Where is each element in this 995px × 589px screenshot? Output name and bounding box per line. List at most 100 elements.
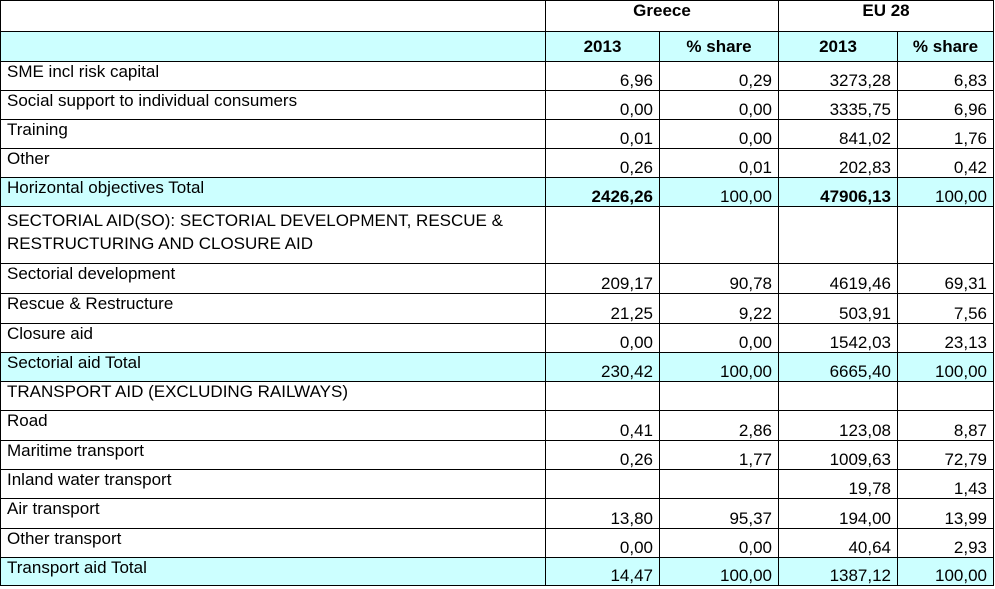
eu-share-value: 100,00 <box>897 352 995 382</box>
greece-2013-value: 0,41 <box>545 410 660 441</box>
total-row: Transport aid Total 14,47 100,00 1387,12… <box>0 557 995 586</box>
eu-share-value: 13,99 <box>897 498 995 529</box>
eu-2013-value <box>778 381 899 411</box>
row-label: Other <box>0 148 546 178</box>
greece-2013-value: 0,00 <box>545 323 660 353</box>
greece-share-value: 0,00 <box>658 528 780 558</box>
greece-header: Greece <box>544 0 780 32</box>
greece-share-header: % share <box>658 31 780 62</box>
eu-share-value: 1,76 <box>897 119 995 149</box>
row-label: Sectorial development <box>0 263 546 294</box>
table-row: Inland water transport 19,78 1,43 <box>0 469 995 499</box>
eu-year-header: 2013 <box>778 31 899 62</box>
row-label: Social support to individual consumers <box>0 90 546 120</box>
greece-2013-value: 0,01 <box>545 119 660 149</box>
eu-2013-value: 6665,40 <box>778 352 899 382</box>
eu-share-value: 23,13 <box>897 323 995 353</box>
greece-share-value: 90,78 <box>658 263 780 294</box>
greece-2013-value: 13,80 <box>545 498 660 529</box>
eu-share-value: 1,43 <box>897 469 995 499</box>
eu-share-value: 100,00 <box>897 557 995 586</box>
total-row: Horizontal objectives Total 2426,26 100,… <box>0 177 995 207</box>
eu-share-value: 6,96 <box>897 90 995 120</box>
row-label: Horizontal objectives Total <box>0 177 546 207</box>
eu-share-value: 6,83 <box>897 61 995 91</box>
table-row: Closure aid 0,00 0,00 1542,03 23,13 <box>0 323 995 353</box>
total-row: Sectorial aid Total 230,42 100,00 6665,4… <box>0 352 995 382</box>
table-row: Rescue & Restructure 21,25 9,22 503,91 7… <box>0 293 995 324</box>
eu-2013-value: 503,91 <box>778 293 899 324</box>
greece-2013-value: 6,96 <box>545 61 660 91</box>
eu-2013-value: 841,02 <box>778 119 899 149</box>
eu-2013-value: 3335,75 <box>778 90 899 120</box>
greece-share-value: 0,00 <box>658 323 780 353</box>
row-label: Inland water transport <box>0 469 546 499</box>
row-label: Maritime transport <box>0 440 546 470</box>
eu-2013-value: 40,64 <box>778 528 899 558</box>
greece-2013-value: 0,26 <box>545 148 660 178</box>
greece-share-value: 0,00 <box>658 90 780 120</box>
eu-2013-value: 47906,13 <box>778 177 899 207</box>
column-header-row: 2013 % share 2013 % share <box>0 31 995 62</box>
greece-share-value: 100,00 <box>658 352 780 382</box>
eu-2013-value: 19,78 <box>778 469 899 499</box>
header-blank-cell <box>0 0 546 32</box>
greece-share-value: 0,29 <box>658 61 780 91</box>
column-header-blank-cell <box>0 31 546 62</box>
eu-2013-value: 1009,63 <box>778 440 899 470</box>
eu28-header: EU 28 <box>778 0 995 32</box>
table-row: SME incl risk capital 6,96 0,29 3273,28 … <box>0 61 995 91</box>
row-label: Other transport <box>0 528 546 558</box>
greece-2013-value <box>545 469 660 499</box>
row-label: Air transport <box>0 498 546 529</box>
greece-2013-value: 209,17 <box>545 263 660 294</box>
table-row: Sectorial development 209,17 90,78 4619,… <box>0 263 995 294</box>
greece-share-value: 0,01 <box>658 148 780 178</box>
table-row: Social support to individual consumers 0… <box>0 90 995 120</box>
greece-year-header: 2013 <box>545 31 660 62</box>
eu-share-value: 100,00 <box>897 177 995 207</box>
section-header-row: TRANSPORT AID (EXCLUDING RAILWAYS) <box>0 381 995 411</box>
greece-share-value: 9,22 <box>658 293 780 324</box>
eu-2013-value: 3273,28 <box>778 61 899 91</box>
greece-share-value <box>658 381 780 411</box>
eu-2013-value <box>778 206 899 264</box>
row-label: Training <box>0 119 546 149</box>
greece-share-value: 95,37 <box>658 498 780 529</box>
country-header-row: Greece EU 28 <box>0 0 995 32</box>
row-label: Sectorial aid Total <box>0 352 546 382</box>
greece-2013-value: 2426,26 <box>545 177 660 207</box>
eu-2013-value: 202,83 <box>778 148 899 178</box>
greece-2013-value: 230,42 <box>545 352 660 382</box>
greece-share-value: 100,00 <box>658 557 780 586</box>
section-label: SECTORIAL AID(SO): SECTORIAL DEVELOPMENT… <box>0 206 546 264</box>
eu-share-value: 8,87 <box>897 410 995 441</box>
row-label: Rescue & Restructure <box>0 293 546 324</box>
table-row: Other 0,26 0,01 202,83 0,42 <box>0 148 995 178</box>
eu-2013-value: 123,08 <box>778 410 899 441</box>
table-row: Maritime transport 0,26 1,77 1009,63 72,… <box>0 440 995 470</box>
greece-share-value <box>658 469 780 499</box>
section-label: TRANSPORT AID (EXCLUDING RAILWAYS) <box>0 381 546 411</box>
eu-share-value: 7,56 <box>897 293 995 324</box>
section-header-row: SECTORIAL AID(SO): SECTORIAL DEVELOPMENT… <box>0 206 995 264</box>
table-row: Other transport 0,00 0,00 40,64 2,93 <box>0 528 995 558</box>
greece-share-value: 1,77 <box>658 440 780 470</box>
row-label: Closure aid <box>0 323 546 353</box>
greece-share-value <box>658 206 780 264</box>
greece-share-value: 100,00 <box>658 177 780 207</box>
greece-2013-value: 14,47 <box>545 557 660 586</box>
row-label: SME incl risk capital <box>0 61 546 91</box>
greece-share-value: 2,86 <box>658 410 780 441</box>
eu-2013-value: 194,00 <box>778 498 899 529</box>
eu-share-value <box>897 381 995 411</box>
row-label: Road <box>0 410 546 441</box>
eu-share-value: 2,93 <box>897 528 995 558</box>
greece-2013-value: 21,25 <box>545 293 660 324</box>
greece-2013-value <box>545 206 660 264</box>
greece-2013-value: 0,00 <box>545 528 660 558</box>
eu-share-value <box>897 206 995 264</box>
eu-share-value: 69,31 <box>897 263 995 294</box>
eu-2013-value: 1387,12 <box>778 557 899 586</box>
